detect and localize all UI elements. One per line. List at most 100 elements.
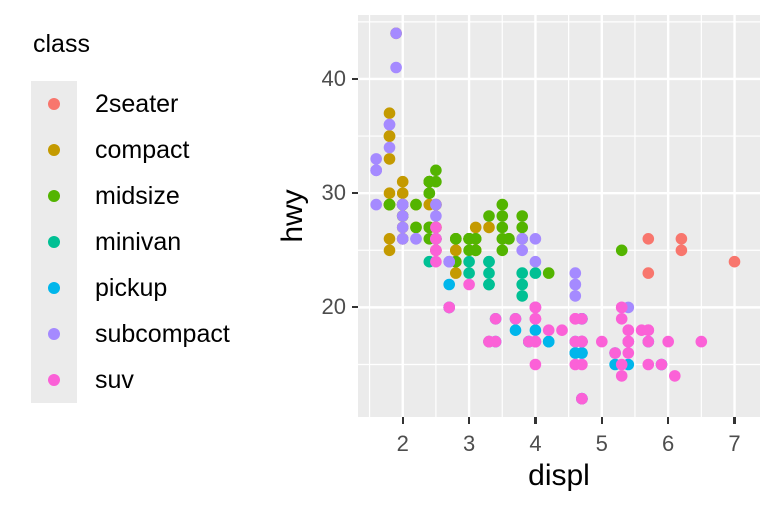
legend-dot-compact <box>48 144 60 156</box>
data-point-midsize <box>516 221 528 234</box>
data-point-suv <box>529 335 542 348</box>
y-tick <box>351 77 358 81</box>
legend-item-label: compact <box>95 135 190 164</box>
data-point-compact <box>450 267 462 279</box>
data-point-suv <box>529 358 542 371</box>
x-tick <box>600 417 603 424</box>
data-point-suv <box>609 347 621 359</box>
data-point-subcompact <box>529 233 542 245</box>
data-point-midsize <box>410 221 422 234</box>
legend-item-compact: compact <box>31 127 230 173</box>
data-point-suv <box>430 255 442 268</box>
data-point-compact <box>396 187 409 199</box>
data-point-midsize <box>496 221 509 234</box>
data-point-suv <box>576 392 588 405</box>
legend-item-label: subcompact <box>95 319 230 348</box>
data-point-minivan <box>463 255 475 268</box>
data-point-midsize <box>542 267 555 279</box>
data-point-suv <box>615 301 628 314</box>
data-point-midsize <box>430 164 442 177</box>
y-tick <box>351 192 358 195</box>
y-tick-label: 30 <box>321 180 346 206</box>
legend-key <box>31 81 77 127</box>
x-tick-label: 4 <box>529 431 542 456</box>
data-point-suv <box>642 324 655 337</box>
data-point-2seater <box>675 233 688 245</box>
y-axis-title: hwy <box>276 189 309 243</box>
legend-item-minivan: minivan <box>31 219 230 265</box>
legend-item-label: pickup <box>95 273 168 302</box>
y-tick-label: 20 <box>321 294 346 320</box>
data-point-minivan <box>483 255 495 268</box>
data-point-suv <box>596 335 608 348</box>
scatter-plot <box>358 15 760 417</box>
legend-key <box>31 311 77 357</box>
x-tick-label: 3 <box>462 431 476 456</box>
data-point-minivan <box>463 267 475 279</box>
legend-item-label: 2seater <box>95 89 179 118</box>
legend-dot-pickup <box>48 282 60 294</box>
data-point-2seater <box>675 244 688 257</box>
data-point-subcompact <box>390 61 402 74</box>
legend-item-label: midsize <box>95 181 180 210</box>
data-point-suv <box>642 358 655 371</box>
data-point-subcompact <box>569 290 582 302</box>
data-point-suv <box>622 335 635 348</box>
data-point-subcompact <box>370 164 382 177</box>
data-point-suv <box>463 278 475 291</box>
data-point-compact <box>396 175 409 188</box>
legend-dot-minivan <box>48 236 60 248</box>
x-tick-label: 7 <box>728 431 741 456</box>
data-point-suv <box>642 335 655 348</box>
data-point-midsize <box>503 233 515 245</box>
data-point-minivan <box>516 290 528 302</box>
data-point-compact <box>383 153 396 165</box>
data-point-suv <box>615 370 628 382</box>
data-point-minivan <box>529 267 542 279</box>
data-point-subcompact <box>383 118 396 131</box>
data-point-midsize <box>483 210 495 222</box>
legend-title: class <box>33 30 90 58</box>
legend-item-subcompact: subcompact <box>31 311 230 357</box>
data-point-suv <box>430 233 442 245</box>
data-point-2seater <box>728 255 741 268</box>
data-point-compact <box>450 244 462 257</box>
data-point-suv <box>655 358 668 371</box>
data-point-pickup <box>569 347 582 359</box>
data-point-pickup <box>509 324 522 337</box>
legend-key <box>31 173 77 219</box>
legend-key <box>31 219 77 265</box>
data-point-subcompact <box>370 153 382 165</box>
data-point-subcompact <box>370 198 382 211</box>
legend-item-suv: suv <box>31 357 230 403</box>
data-point-subcompact <box>569 267 582 279</box>
data-point-subcompact <box>569 278 582 291</box>
data-point-compact <box>383 244 396 257</box>
legend-item-pickup: pickup <box>31 265 230 311</box>
data-point-suv <box>542 324 555 337</box>
data-point-suv <box>622 347 635 359</box>
data-point-compact <box>483 221 495 234</box>
data-point-subcompact <box>383 141 396 154</box>
data-point-suv <box>622 324 635 337</box>
data-point-suv <box>529 301 542 314</box>
data-point-compact <box>383 130 396 142</box>
x-tick <box>667 417 670 424</box>
data-point-suv <box>576 335 588 348</box>
data-point-suv <box>556 324 568 337</box>
data-point-midsize <box>496 198 509 211</box>
data-point-subcompact <box>390 27 402 40</box>
data-point-pickup <box>443 278 455 291</box>
legend-key <box>31 357 77 403</box>
data-point-compact <box>383 107 396 119</box>
data-point-subcompact <box>443 255 455 268</box>
data-point-suv <box>576 358 588 371</box>
data-point-minivan <box>483 267 495 279</box>
x-tick-label: 6 <box>662 431 675 456</box>
data-point-2seater <box>642 233 655 245</box>
data-point-minivan <box>516 278 528 291</box>
x-tick-label: 5 <box>595 431 608 456</box>
data-point-subcompact <box>529 255 542 268</box>
data-point-suv <box>615 313 628 325</box>
